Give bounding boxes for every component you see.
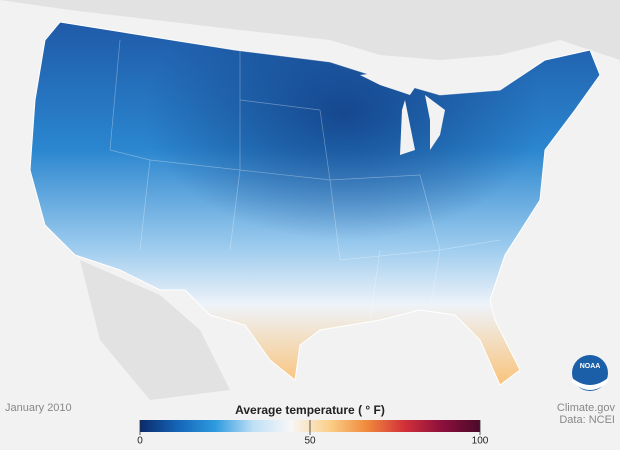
tick-label: 0 — [137, 436, 143, 447]
date-label: January 2010 — [5, 402, 72, 414]
us-map — [29, 21, 601, 386]
mexico — [80, 260, 230, 400]
legend-title: Average temperature ( ° F) — [235, 403, 385, 417]
tick-label: 50 — [304, 436, 316, 447]
logo-wave — [572, 378, 608, 390]
logo-text: NOAA — [580, 363, 601, 370]
state-borders — [109, 39, 501, 321]
source: Data: NCEI — [559, 414, 615, 426]
great-lakes — [360, 70, 445, 155]
credit: Climate.gov — [557, 402, 616, 414]
cold-region — [30, 22, 600, 385]
canada — [0, 0, 620, 60]
noaa-logo: NOAA — [572, 355, 608, 391]
tick-label: 100 — [472, 436, 489, 447]
logo-circle — [572, 355, 608, 391]
